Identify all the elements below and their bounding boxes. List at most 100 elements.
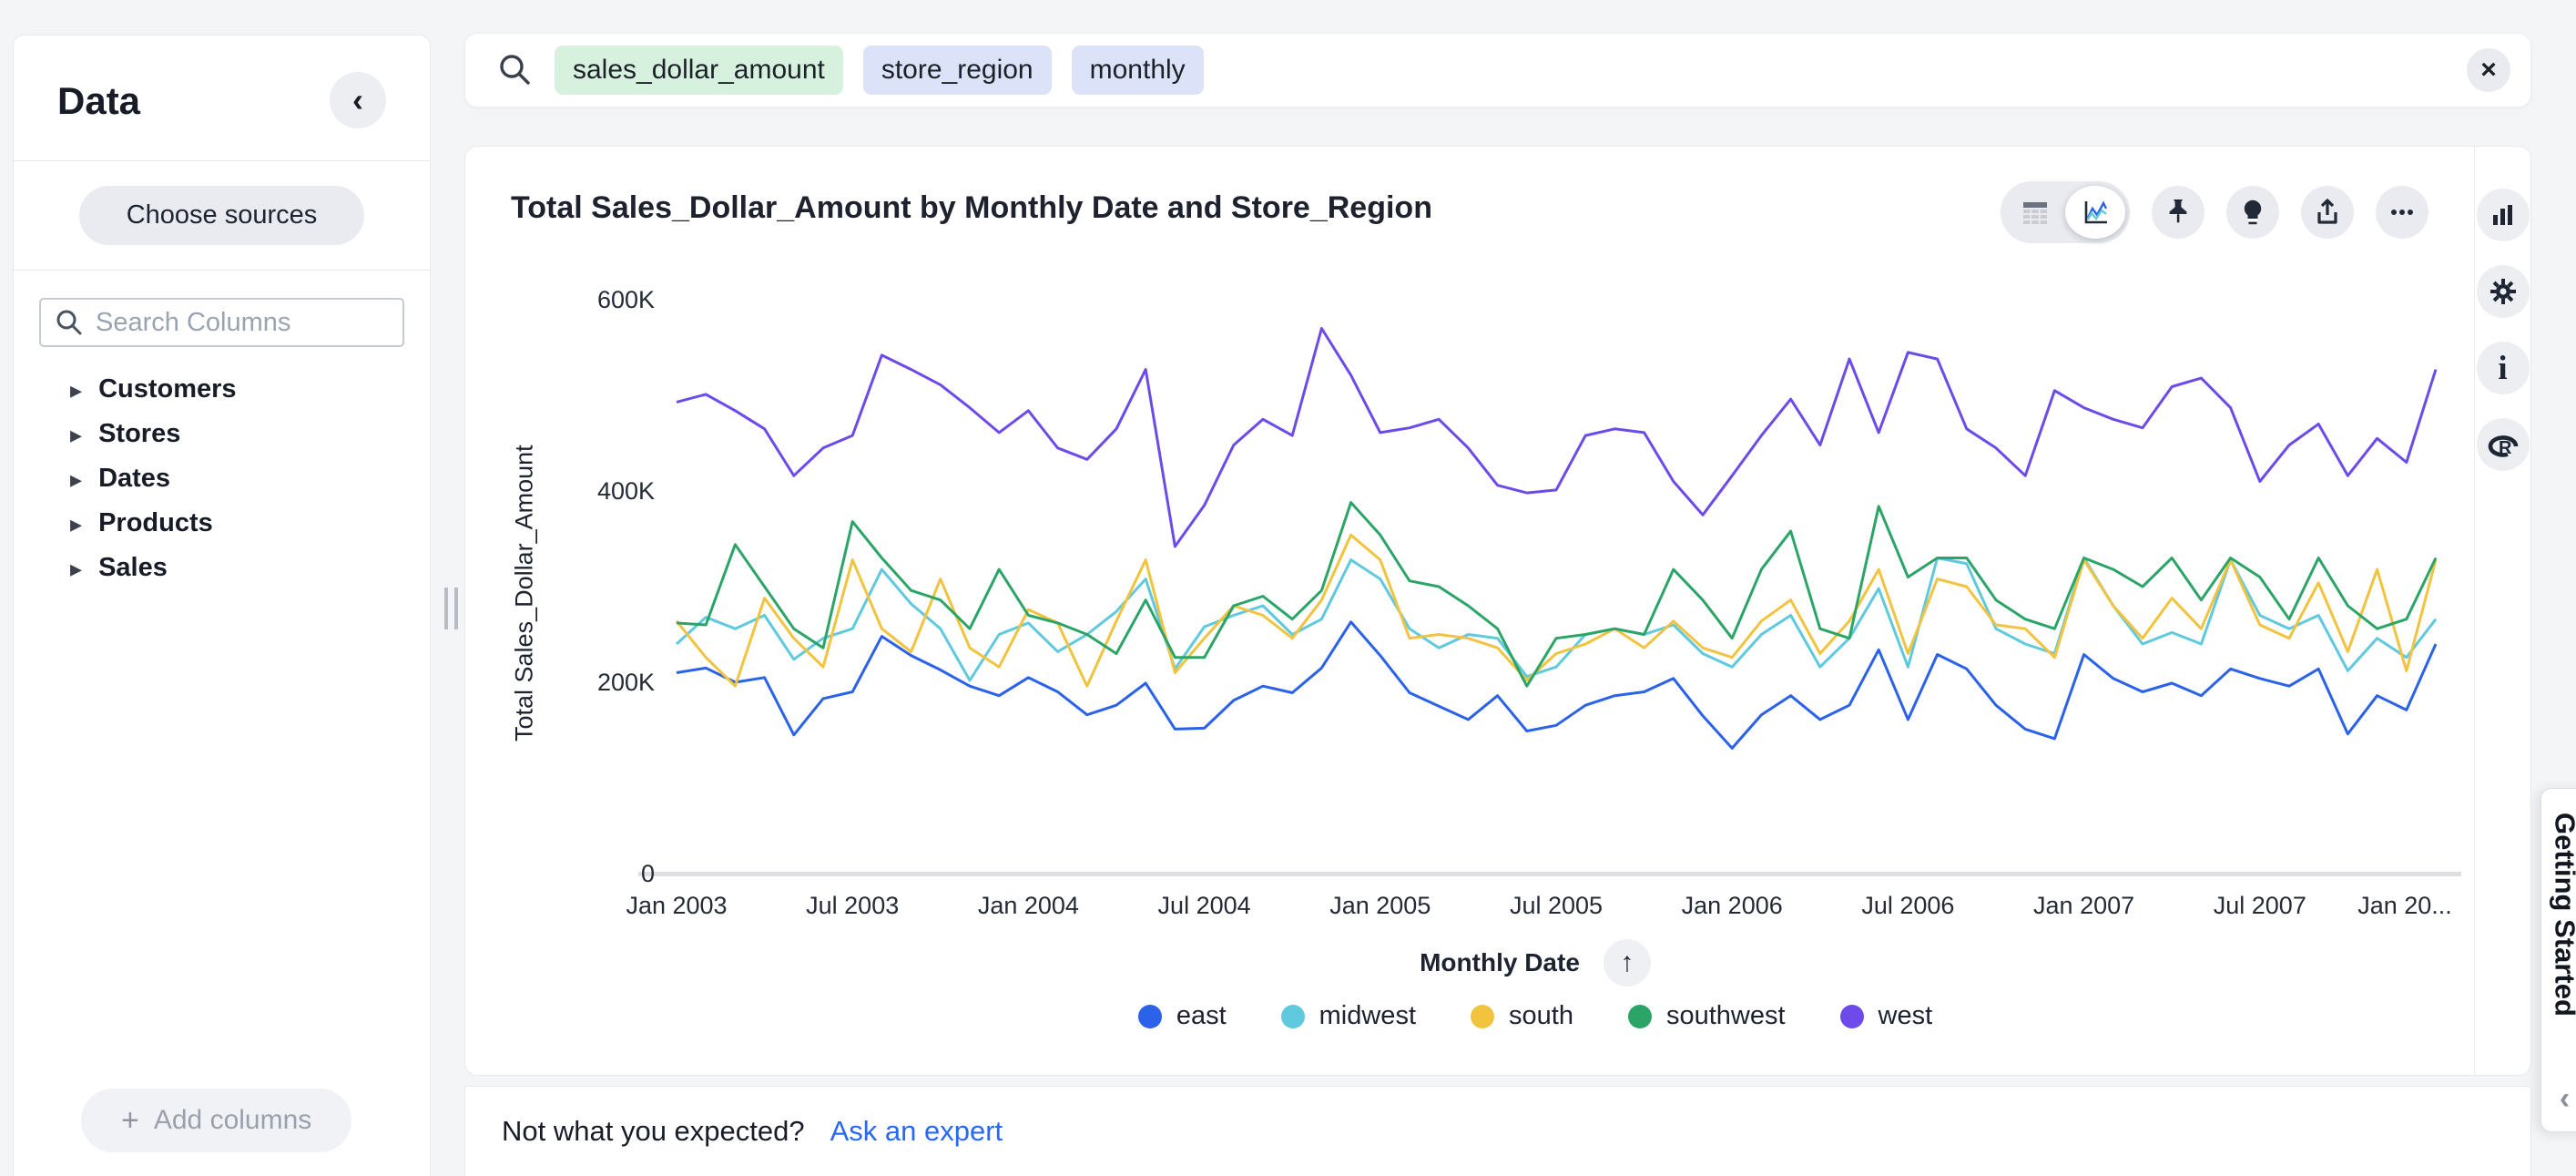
chart-controls (2001, 181, 2428, 243)
search-icon (54, 307, 85, 338)
y-axis-label: Total Sales_Dollar_Amount (505, 292, 544, 894)
x-tick-label: Jul 2007 (2214, 892, 2306, 919)
line-chart-plot: 0200K400K600KJan 2003Jul 2003Jan 2004Jul… (602, 283, 2469, 930)
x-tick-label: Jul 2005 (1510, 892, 1603, 919)
x-tick-label: Jan 2004 (978, 892, 1079, 919)
arrow-up-icon: ↑ (1620, 947, 1634, 978)
sidebar-resize-handle[interactable] (441, 588, 461, 629)
sidebar-item-customers[interactable]: ▸ Customers (14, 367, 430, 412)
answer-card: Total Sales_Dollar_Amount by Monthly Dat… (464, 146, 2531, 1076)
legend-label: southwest (1666, 1001, 1786, 1031)
footer-question: Not what you expected? (502, 1115, 805, 1148)
caret-right-icon: ▸ (70, 378, 82, 402)
series-line-southwest (677, 503, 2436, 687)
chart-legend: east midwest south southwest west (602, 1001, 2469, 1031)
gear-icon (2487, 275, 2520, 308)
bar-chart-icon (2488, 199, 2519, 230)
sidebar-title: Data (57, 79, 140, 123)
plus-icon: + (121, 1105, 139, 1136)
lightbulb-icon (2236, 196, 2269, 229)
chevron-left-icon: ‹ (2560, 1081, 2570, 1117)
legend-item-west[interactable]: west (1840, 1001, 1933, 1031)
pin-button[interactable] (2152, 186, 2204, 239)
legend-item-south[interactable]: south (1471, 1001, 1573, 1031)
sources-section: Choose sources (14, 161, 430, 271)
getting-started-label: Getting Started (2549, 813, 2576, 1017)
more-options-button[interactable] (2376, 186, 2428, 239)
legend-item-east[interactable]: east (1138, 1001, 1227, 1031)
share-button[interactable] (2301, 186, 2354, 239)
search-columns-input[interactable] (96, 308, 390, 338)
sidebar-item-dates[interactable]: ▸ Dates (14, 456, 430, 501)
caret-right-icon: ▸ (70, 512, 82, 536)
legend-item-southwest[interactable]: southwest (1628, 1001, 1786, 1031)
y-tick-label: 400K (597, 477, 655, 505)
sidebar-item-sales[interactable]: ▸ Sales (14, 546, 430, 590)
x-tick-label: Jan 2003 (626, 892, 727, 919)
y-tick-label: 200K (597, 669, 655, 696)
column-tree: ▸ Customers ▸ Stores ▸ Dates ▸ Products … (14, 367, 430, 590)
series-line-midwest (677, 558, 2436, 680)
chevron-left-icon: ‹ (352, 81, 363, 119)
r-analysis-button[interactable]: R (2477, 418, 2530, 471)
pin-icon (2162, 196, 2194, 229)
legend-dot-icon (1840, 1005, 1864, 1028)
insights-button[interactable] (2226, 186, 2279, 239)
share-icon (2311, 196, 2344, 229)
table-view-button[interactable] (2005, 186, 2065, 239)
sidebar-header: Data ‹ (14, 36, 430, 161)
viz-type-toggle (2001, 181, 2130, 243)
info-button[interactable]: i (2477, 342, 2530, 394)
x-tick-label: Jan 2005 (1329, 892, 1431, 919)
caret-right-icon: ▸ (70, 557, 82, 580)
legend-item-midwest[interactable]: midwest (1281, 1001, 1416, 1031)
data-sidebar: Data ‹ Choose sources ▸ Customers ▸ (13, 35, 431, 1176)
legend-dot-icon (1138, 1005, 1162, 1028)
answer-side-rail: i R (2474, 147, 2530, 1075)
caret-right-icon: ▸ (70, 423, 82, 446)
series-line-east (677, 622, 2436, 749)
sidebar-item-stores[interactable]: ▸ Stores (14, 412, 430, 456)
chart-config-button[interactable] (2477, 189, 2530, 241)
x-tick-label: Jan 20... (2357, 892, 2452, 919)
x-tick-label: Jul 2006 (1861, 892, 1954, 919)
legend-label: south (1509, 1001, 1573, 1031)
caret-right-icon: ▸ (70, 467, 82, 491)
legend-dot-icon (1628, 1005, 1652, 1028)
legend-label: west (1879, 1001, 1933, 1031)
app-page: Data ‹ Choose sources ▸ Customers ▸ (0, 0, 2576, 1176)
search-token-store-region[interactable]: store_region (863, 46, 1052, 95)
close-icon: × (2480, 55, 2497, 86)
ask-an-expert-link[interactable]: Ask an expert (830, 1115, 1003, 1148)
x-tick-label: Jan 2006 (1682, 892, 1783, 919)
x-axis-title-row: Monthly Date ↑ (602, 939, 2469, 987)
search-bar[interactable]: sales_dollar_amount store_region monthly… (464, 33, 2531, 107)
y-tick-label: 0 (641, 860, 655, 887)
getting-started-tab[interactable]: Getting Started ‹ (2540, 788, 2576, 1132)
x-tick-label: Jul 2004 (1158, 892, 1251, 919)
sidebar-collapse-button[interactable]: ‹ (330, 72, 386, 128)
legend-label: east (1176, 1001, 1227, 1031)
legend-dot-icon (1471, 1005, 1494, 1028)
clear-search-button[interactable]: × (2467, 48, 2510, 92)
svg-text:R: R (2499, 438, 2512, 458)
y-tick-label: 600K (597, 286, 655, 313)
series-line-west (677, 329, 2436, 547)
search-token-monthly[interactable]: monthly (1072, 46, 1204, 95)
add-columns-button[interactable]: + Add columns (81, 1089, 351, 1152)
x-axis-label: Monthly Date (1420, 948, 1580, 977)
line-chart-icon (2078, 195, 2113, 230)
info-icon: i (2498, 349, 2507, 388)
search-token-sales-dollar-amount[interactable]: sales_dollar_amount (555, 46, 843, 95)
x-tick-label: Jul 2003 (806, 892, 899, 919)
chart-view-button[interactable] (2065, 186, 2125, 239)
table-icon (2018, 195, 2052, 230)
sidebar-item-products[interactable]: ▸ Products (14, 501, 430, 546)
ellipsis-icon (2386, 196, 2418, 229)
choose-sources-button[interactable]: Choose sources (79, 186, 365, 245)
x-tick-label: Jan 2007 (2033, 892, 2134, 919)
settings-button[interactable] (2477, 265, 2530, 318)
search-columns-box (39, 298, 404, 347)
sort-axis-button[interactable]: ↑ (1604, 939, 1651, 987)
r-logo-icon: R (2485, 426, 2521, 463)
